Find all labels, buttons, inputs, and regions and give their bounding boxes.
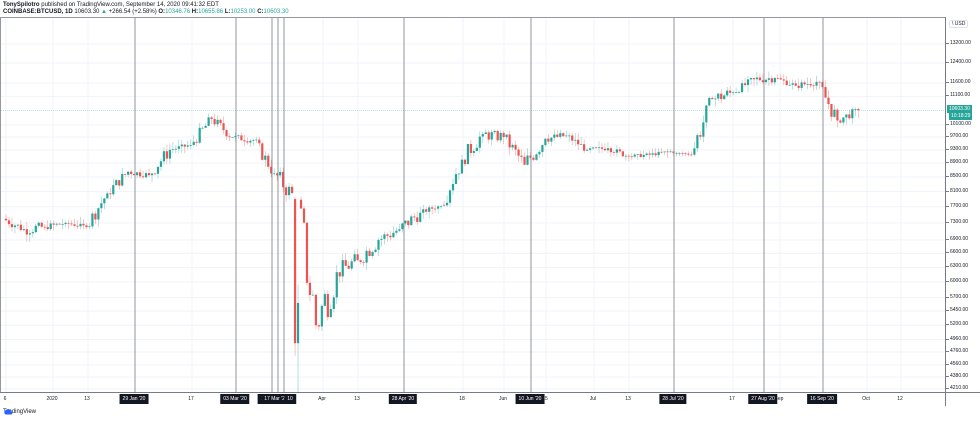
price-tick-label: 6000.00 xyxy=(945,278,969,285)
time-tick-label: 6 xyxy=(3,396,7,402)
cloud-icon xyxy=(4,409,13,415)
date-marker-label: 10 Jun '20 xyxy=(515,394,545,404)
price-tick-label: 6600.00 xyxy=(945,249,969,256)
price-tick-label: 7300.00 xyxy=(945,218,969,225)
price-tick-label: 5700.00 xyxy=(945,293,969,300)
price-tick-label: 9300.00 xyxy=(945,145,969,152)
time-tick-label: 13 xyxy=(354,396,360,402)
time-tick-label: 18 xyxy=(459,396,465,402)
time-tick-label: 17 xyxy=(188,396,194,402)
price-tick-label: 4760.00 xyxy=(945,347,969,354)
price-tick-label: 4560.00 xyxy=(945,360,969,367)
price-tick-label: 13200.00 xyxy=(946,40,971,47)
published-text: published on TradingView.com, September … xyxy=(39,2,219,8)
time-tick-label: 17 xyxy=(729,396,735,402)
last-price: 10603.30 xyxy=(74,9,100,15)
high-label: H: xyxy=(191,9,199,15)
time-tick-label: Jun xyxy=(498,396,508,402)
low-label: L: xyxy=(224,9,231,15)
price-tick-label: 4210.00 xyxy=(945,385,969,391)
chart-plot-area[interactable] xyxy=(0,17,946,393)
author-name[interactable]: TonySpilotro xyxy=(3,2,40,8)
close-label: C: xyxy=(257,9,264,15)
date-marker-label: 29 Jan '20 xyxy=(119,394,149,404)
time-axis[interactable]: 6 2020 13 17 Apr 13 18 Jun 15 Jul 13 17 Sep Oct 12 29 J… xyxy=(0,392,945,406)
price-tick-label: 11600.00 xyxy=(945,79,971,86)
publish-info: TonySpilotro published on TradingView.co… xyxy=(3,2,219,9)
brand-name: TradingView xyxy=(3,409,37,415)
date-marker-label: 16 Sep '20 xyxy=(807,394,837,404)
price-tick-label: 8900.00 xyxy=(945,159,969,166)
open-value: 10346.76 xyxy=(165,9,191,15)
close-value: 10603.30 xyxy=(263,9,289,15)
time-tick-label: 13 xyxy=(625,396,631,402)
price-tick-label: 5450.00 xyxy=(945,307,969,314)
low-value: 10253.00 xyxy=(230,9,256,15)
tradingview-logo: TradingView xyxy=(3,409,36,415)
price-tick-label: 11100.00 xyxy=(945,92,971,99)
symbol-legend: COINBASE:BTCUSD, 1D 10603.30 ▲ +266.54 (… xyxy=(3,9,289,16)
countdown-tag: 10:18:29 xyxy=(949,112,973,121)
price-tick-label: 4380.00 xyxy=(945,373,969,380)
price-tick-label: 8100.00 xyxy=(945,187,969,194)
time-tick-label: Apr xyxy=(318,396,326,402)
date-marker-label: 27 Aug '20 xyxy=(748,394,778,404)
price-tick-label: 5200.00 xyxy=(945,321,969,328)
date-marker-label: 28 Jul '20 xyxy=(659,394,687,404)
currency-button[interactable]: \ USD xyxy=(949,20,969,28)
time-tick-label: 12 xyxy=(897,396,903,402)
currency-label: USD xyxy=(954,21,966,27)
price-change: +266.54 (+2.58%) xyxy=(108,9,157,15)
time-tick-label: Sep xyxy=(774,396,784,402)
date-marker-label: 10 xyxy=(284,394,296,404)
price-tick-label: 4960.00 xyxy=(945,335,969,342)
price-tick-label: 8500.00 xyxy=(945,172,969,179)
open-label: O: xyxy=(158,9,166,15)
price-tick-label: 6300.00 xyxy=(945,263,969,270)
candlestick-chart xyxy=(1,18,946,393)
price-tick-label: 9700.00 xyxy=(945,133,969,140)
time-tick-label: 2020 xyxy=(46,396,58,402)
time-tick-label: 13 xyxy=(84,396,90,402)
time-tick-label: Oct xyxy=(862,396,870,402)
date-marker-label: 17 Mar '20 xyxy=(261,394,291,404)
price-axis[interactable]: \ USD 13200.00 12400.00 11600.00 11100.00 10… xyxy=(945,17,980,392)
date-marker-label: 28 Apr '20 xyxy=(388,394,418,404)
change-up-icon: ▲ xyxy=(101,9,107,15)
currency-prefix: \ xyxy=(952,21,954,27)
price-tick-label: 10100.00 xyxy=(946,120,971,127)
symbol-label: COINBASE:BTCUSD, 1D xyxy=(3,9,73,15)
time-tick-label: Jul xyxy=(589,396,597,402)
date-marker-label: 03 Mar '20 xyxy=(220,394,250,404)
high-value: 10655.86 xyxy=(198,9,224,15)
price-tick-label: 12400.00 xyxy=(946,58,971,65)
price-tick-label: 7700.00 xyxy=(945,202,969,209)
time-tick-label: 15 xyxy=(542,396,548,402)
last-price-tag: 10603.30 xyxy=(947,105,972,114)
price-tick-label: 6900.00 xyxy=(945,235,969,242)
axis-corner xyxy=(945,392,980,406)
